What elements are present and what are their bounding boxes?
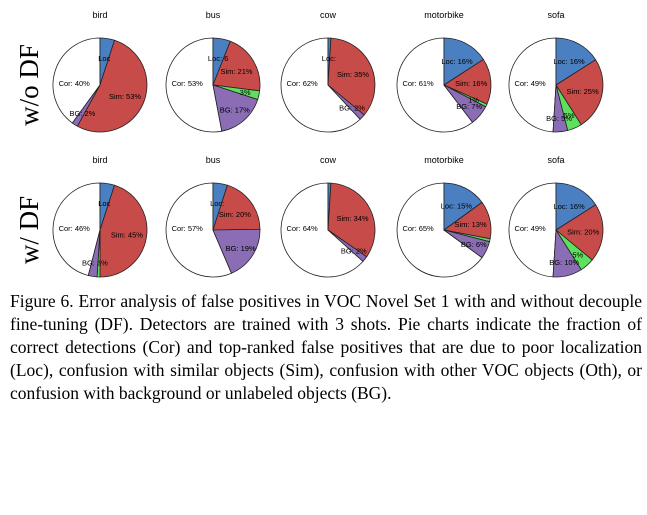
pie-title: cow: [320, 10, 337, 20]
slice-label-cor: Cor: 62%: [286, 79, 318, 88]
pie-cow-without-df: cow Cor: 62% Loc:Sim: 35% BG: 2%: [280, 10, 376, 133]
slice-label-loc: Loc: 16%: [553, 57, 585, 66]
slice-label-sim: Sim: 25%: [567, 87, 599, 96]
slice-label-loc: Loc: [98, 54, 110, 63]
slice-sim: [212, 184, 261, 231]
pie-title: bus: [206, 155, 221, 165]
slice-label-loc: Loc: 15%: [441, 202, 473, 211]
pie-title: cow: [320, 155, 337, 165]
slice-cor: [165, 37, 223, 133]
slice-label-bg: BG: 10%: [549, 258, 579, 267]
slice-label-loc: Loc:: [322, 54, 336, 63]
pie-motorbike-without-df: motorbike Cor: 61% Loc: 16% Sim: 16% 1%BG: 7…: [396, 10, 492, 133]
slice-label-bg: BG: 2%: [339, 104, 365, 113]
slice-loc: [443, 37, 484, 86]
slice-cor: [280, 182, 364, 278]
slice-cor: [396, 37, 474, 133]
slice-label-loc: Loc: 16%: [441, 57, 473, 66]
pie-title: motorbike: [424, 10, 464, 20]
slice-label-bg: BG: 2%: [341, 246, 367, 255]
slice-label-loc: Loc: 6: [208, 54, 228, 63]
pie-bus-with-df: bus Cor: 57% Loc: Sim: 20% BG: 19%: [165, 155, 261, 278]
slice-bg: [327, 229, 368, 262]
slice-bg: [552, 228, 582, 278]
slice-cor: [280, 37, 361, 133]
slice-label-bg: BG: 2%: [69, 109, 95, 118]
slice-label-cor: Cor: 40%: [59, 79, 91, 88]
slice-label-bg: BG: 17%: [220, 106, 250, 115]
slice-cor: [508, 182, 557, 278]
slice-label-oth: 3%: [240, 88, 251, 97]
slice-label-sim: Sim: 16%: [455, 79, 487, 88]
slice-bg: [327, 84, 365, 120]
pie-chart-grid: w/o DF bird Cor: 40% Loc Sim: 53% BG: 2% bus Co…: [14, 10, 604, 278]
pie-motorbike-with-df: motorbike Cor: 65% Loc: 15% Sim: 13% BG: 6%: [396, 155, 492, 278]
slice-loc: [555, 37, 597, 86]
slice-label-cor: Cor: 49%: [514, 79, 546, 88]
slice-label-bg: BG: 3%: [82, 259, 108, 268]
slice-bg: [552, 84, 569, 133]
slice-bg: [443, 84, 487, 123]
row-label-with-df: w/ DF: [14, 196, 44, 264]
slice-label-sim: Sim: 35%: [337, 70, 369, 79]
slice-sim: [443, 58, 492, 105]
pie-cow-with-df: cow Cor: 64% Sim: 34% BG: 2%: [280, 155, 376, 278]
pie-sofa-with-df: sofa Cor: 49% Loc: 16% Sim: 20% 5%BG: 10%: [508, 155, 604, 278]
pie-title: bird: [92, 10, 107, 20]
slice-label-sim: Sim: 20%: [567, 228, 599, 237]
pie-sofa-without-df: sofa Cor: 49% Loc: 16% Sim: 25% 5%BG: 5%: [508, 10, 604, 133]
slice-sim: [212, 40, 261, 92]
slice-cor: [52, 182, 101, 277]
pie-title: motorbike: [424, 155, 464, 165]
slice-loc: [555, 182, 597, 231]
pie-bird-with-df: bird Cor: 46% Loc Sim: 45% BG: 3%: [52, 155, 148, 278]
slice-sim: [99, 184, 148, 278]
slice-label-cor: Cor: 46%: [59, 224, 91, 233]
slice-sim: [555, 204, 604, 261]
pie-title: sofa: [547, 10, 564, 20]
slice-label-cor: Cor: 57%: [172, 224, 204, 233]
slice-label-sim: Sim: 34%: [336, 214, 368, 223]
slice-label-bg: BG: 5%: [546, 114, 572, 123]
slice-sim: [555, 59, 604, 126]
pie-title: bus: [206, 10, 221, 20]
pie-title: sofa: [547, 155, 564, 165]
slice-label-sim: Sim: 53%: [109, 92, 141, 101]
slice-label-oth: 5%: [564, 111, 575, 120]
slice-cor: [396, 182, 483, 278]
slice-label-cor: Cor: 53%: [172, 79, 204, 88]
slice-label-loc: Loc: 16%: [553, 202, 585, 211]
slice-sim: [327, 37, 376, 116]
slice-cor: [165, 182, 233, 278]
slice-label-cor: Cor: 65%: [402, 224, 434, 233]
slice-sim: [76, 39, 148, 133]
slice-label-loc: Loc:: [210, 199, 224, 208]
slice-bg: [87, 229, 101, 278]
slice-label-cor: Cor: 49%: [514, 224, 546, 233]
row-label-without-df: w/o DF: [14, 44, 44, 126]
slice-cor: [52, 37, 101, 124]
slice-label-sim: Sim: 13%: [455, 220, 487, 229]
slice-bg: [212, 228, 261, 274]
pie-title: bird: [92, 155, 107, 165]
slice-label-cor: Cor: 61%: [402, 79, 434, 88]
slice-label-sim: Sim: 20%: [219, 210, 251, 219]
pie-bird-without-df: bird Cor: 40% Loc Sim: 53% BG: 2%: [52, 10, 148, 133]
pie-bus-without-df: bus Cor: 53% Loc: 6 Sim: 21% 3% BG: 17%: [165, 10, 261, 133]
slice-bg: [443, 229, 491, 259]
slice-bg: [212, 84, 259, 132]
slice-label-bg: BG: 6%: [461, 240, 487, 249]
slice-label-cor: Cor: 64%: [286, 224, 318, 233]
slice-label-bg: BG: 7%: [456, 102, 482, 111]
slice-label-oth: 1%: [468, 95, 479, 104]
slice-bg: [71, 84, 101, 127]
slice-label-sim: Sim: 21%: [220, 67, 252, 76]
slice-cor: [508, 37, 557, 133]
figure-caption: Figure 6. Error analysis of false positi…: [10, 291, 642, 403]
slice-label-bg: BG: 19%: [226, 244, 256, 253]
slice-label-sim: Sim: 45%: [111, 230, 143, 239]
slice-label-oth: 5%: [572, 251, 583, 260]
slice-sim: [327, 182, 376, 258]
slice-label-loc: Loc: [98, 199, 110, 208]
